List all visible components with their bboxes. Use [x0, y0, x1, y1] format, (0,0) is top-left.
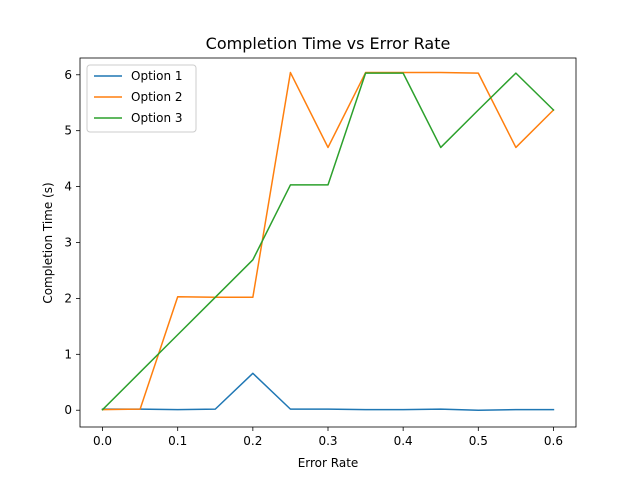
x-tick-label: 0.0	[93, 434, 112, 448]
y-tick-label: 6	[64, 68, 72, 82]
legend-label-3: Option 3	[131, 111, 183, 125]
legend-box	[86, 64, 197, 133]
y-tick-label: 1	[64, 347, 72, 361]
legend-label-2: Option 2	[131, 90, 183, 104]
x-tick-label: 0.5	[469, 434, 488, 448]
y-tick-label: 4	[64, 180, 72, 194]
y-tick-label: 2	[64, 291, 72, 305]
chart-title: Completion Time vs Error Rate	[206, 34, 451, 53]
y-tick-label: 3	[64, 236, 72, 250]
legend-label-1: Option 1	[131, 69, 183, 83]
x-tick-label: 0.3	[318, 434, 337, 448]
x-axis-label: Error Rate	[298, 456, 359, 470]
y-tick-label: 5	[64, 124, 72, 138]
x-tick-label: 0.2	[243, 434, 262, 448]
x-tick-label: 0.4	[394, 434, 413, 448]
series-layer	[101, 71, 555, 411]
x-tick-label: 0.1	[168, 434, 187, 448]
y-axis-label: Completion Time (s)	[41, 182, 55, 303]
legend: Option 1 Option 2 Option 3	[86, 64, 197, 133]
series-line-1	[101, 372, 555, 411]
x-tick-label: 0.6	[544, 434, 563, 448]
series-line-2	[101, 71, 555, 411]
ticks-layer: 0.0 0.1 0.2 0.3 0.4 0.5 0.6 0 1 2 3 4 5 6	[64, 68, 563, 448]
y-tick-label: 0	[64, 403, 72, 417]
series-line-3	[101, 72, 555, 411]
